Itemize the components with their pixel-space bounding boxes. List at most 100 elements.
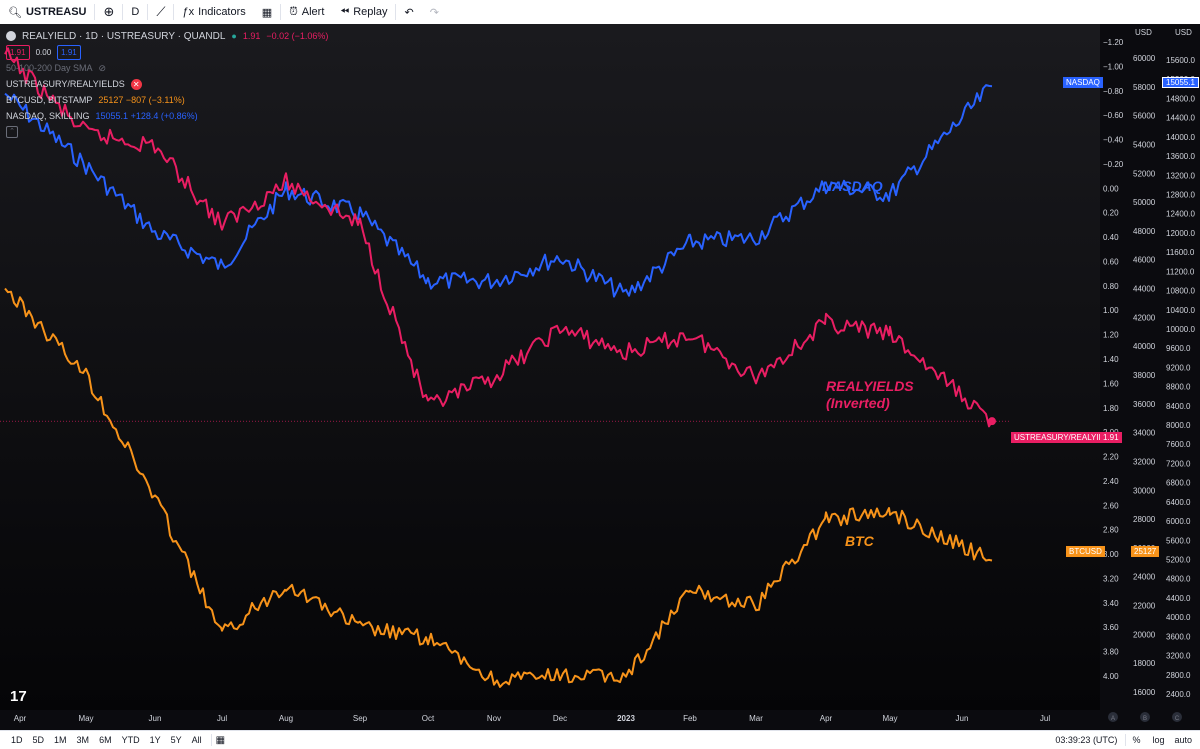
clock-label[interactable]: 03:39:23 (UTC) <box>1055 735 1118 745</box>
chart-canvas[interactable]: −1.20 −1.00 −0.80 −0.60 −0.40 −0.20 0.00 0.20 0.… <box>0 24 1200 730</box>
ask-box[interactable]: 1.91 <box>57 44 81 60</box>
realyield-tick-label: 2.60 <box>1103 501 1119 510</box>
redo-button[interactable]: ↷ <box>422 0 447 24</box>
indicators-button[interactable]: ƒx Indicators <box>174 0 253 24</box>
time-tick-label: 2023 <box>617 714 635 723</box>
plus-circle-icon: ⊕ <box>103 4 115 19</box>
nasdaq-tick-label: 8000.0 <box>1166 421 1191 430</box>
nasdaq-tick-label: 14400.0 <box>1166 114 1195 123</box>
timeframe-all[interactable]: All <box>191 735 202 745</box>
btc-tick-label: 32000 <box>1133 457 1156 466</box>
chart-style-button[interactable]: ⟋ <box>148 0 173 24</box>
percent-toggle[interactable]: % <box>1132 735 1141 745</box>
realyields-series-line[interactable] <box>4 47 993 428</box>
realyield-tick-label: 0.80 <box>1103 282 1119 291</box>
timeframe-3m[interactable]: 3M <box>76 735 90 745</box>
collapse-legend-icon[interactable]: ⌃ <box>6 126 18 138</box>
btc-tick-label: 50000 <box>1133 198 1156 207</box>
series-logo-icon <box>6 31 16 41</box>
realyield-tick-label: −0.40 <box>1103 136 1124 145</box>
realyield-tick-label: 1.80 <box>1103 404 1119 413</box>
symbol-search[interactable]: 🔍︎ USTREASU <box>0 0 94 24</box>
sma-indicator-row[interactable]: 50-100-200 Day SMA ⊘ <box>6 60 328 76</box>
scale-badge-icon[interactable] <box>1108 712 1118 722</box>
overlay-label: USTREASURY/REALYIELDS <box>6 78 125 89</box>
alarm-clock-icon: ⏰︎ <box>289 5 298 18</box>
tradingview-logo: 17 <box>10 688 27 705</box>
timeframe-6m[interactable]: 6M <box>99 735 112 745</box>
interval-button[interactable]: D <box>123 0 147 24</box>
realyield-tick-label: 4.00 <box>1103 672 1119 681</box>
layouts-button[interactable]: ▦ <box>254 0 280 24</box>
nasdaq-series-line[interactable] <box>4 84 993 298</box>
realyield-tick-label: 3.20 <box>1103 574 1119 583</box>
realyield-value-tag: 1.91 <box>1100 432 1122 443</box>
btc-tick-label: 52000 <box>1133 169 1156 178</box>
timeframe-5y[interactable]: 5Y <box>170 735 182 745</box>
nasdaq-tick-label: 2400.0 <box>1166 690 1191 699</box>
main-series-row[interactable]: REALYIELD · 1D · USTREASURY · QUANDL ● 1… <box>6 28 328 44</box>
nasdaq-legend-label: NASDAQ, SKILLING <box>6 110 90 121</box>
overlay-row[interactable]: USTREASURY/REALYIELDS ✕ <box>6 76 328 92</box>
timeframe-1m[interactable]: 1M <box>54 735 67 745</box>
btc-tick-label: 38000 <box>1133 371 1156 380</box>
undo-button[interactable]: ↶ <box>396 0 421 24</box>
btc-series-line[interactable] <box>4 287 993 688</box>
time-tick-label: Sep <box>353 714 368 723</box>
timeframe-ytd[interactable]: YTD <box>121 735 140 745</box>
scale-badge-icon[interactable] <box>1172 712 1182 722</box>
compare-button[interactable]: ⊕ <box>95 0 122 24</box>
eye-hidden-icon[interactable]: ⊘ <box>98 62 107 73</box>
realyield-tick-label: 0.60 <box>1103 257 1119 266</box>
nasdaq-tick-label: 7200.0 <box>1166 459 1191 468</box>
realyield-tick-label: 2.40 <box>1103 477 1119 486</box>
nasdaq-legend-row[interactable]: NASDAQ, SKILLING 15055.1 +128.4 (+0.86%) <box>6 108 328 124</box>
scale-badge-label: B <box>1143 716 1147 722</box>
timeframe-1y[interactable]: 1Y <box>149 735 161 745</box>
time-tick-label: Apr <box>14 714 27 723</box>
timeframe-1d[interactable]: 1D <box>11 735 23 745</box>
btc-tick-label: 34000 <box>1133 429 1156 438</box>
realyield-tick-label: −0.80 <box>1103 87 1124 96</box>
log-toggle[interactable]: log <box>1152 735 1165 745</box>
chart-pane[interactable]: −1.20 −1.00 −0.80 −0.60 −0.40 −0.20 0.00 0.20 0.… <box>0 24 1200 730</box>
remove-overlay-icon[interactable]: ✕ <box>130 78 142 90</box>
divider <box>94 4 96 20</box>
realyield-tick-label: 3.00 <box>1103 550 1119 559</box>
currency-label-usd-2: USD <box>1175 28 1192 37</box>
grid-icon: ▦ <box>261 6 273 19</box>
time-tick-label: Jun <box>149 714 162 723</box>
realyield-tick-label: −0.60 <box>1103 111 1124 120</box>
price-axis-background <box>1100 24 1200 730</box>
nasdaq-tick-label: 6400.0 <box>1166 498 1191 507</box>
bid-box[interactable]: 1.91 <box>6 44 30 60</box>
divider <box>173 4 175 20</box>
realyield-tick-label: 3.60 <box>1103 623 1119 632</box>
realyield-tick-label: 1.00 <box>1103 306 1119 315</box>
timeframe-5d[interactable]: 5D <box>32 735 45 745</box>
replay-button[interactable]: ⏪︎ Replay <box>332 0 395 24</box>
auto-toggle[interactable]: auto <box>1174 735 1192 745</box>
nasdaq-legend-value: 15055.1 +128.4 (+0.86%) <box>95 110 198 121</box>
plot-background <box>0 24 1100 710</box>
time-tick-label: Jun <box>956 714 969 723</box>
date-range-icon[interactable]: ▦ <box>215 734 226 746</box>
market-status-icon: ● <box>231 30 237 41</box>
btc-legend-row[interactable]: BTCUSD, BITSTAMP 25127 −807 (−3.11%) <box>6 92 328 108</box>
btc-tick-label: 16000 <box>1133 688 1156 697</box>
indicators-label: Indicators <box>198 6 246 18</box>
nasdaq-tick-label: 7600.0 <box>1166 440 1191 449</box>
nasdaq-tick-label: 9600.0 <box>1166 344 1191 353</box>
spread-value: 0.00 <box>35 47 52 57</box>
btc-annotation: BTC <box>845 533 875 549</box>
time-tick-label: May <box>882 714 897 723</box>
btc-tick-label: 60000 <box>1133 54 1156 63</box>
sma-label: 50-100-200 Day SMA <box>6 62 93 73</box>
divider <box>280 4 282 20</box>
time-tick-label: Feb <box>683 714 697 723</box>
nasdaq-tick-label: 6000.0 <box>1166 517 1191 526</box>
nasdaq-name-tag: NASDAQ <box>1063 77 1103 88</box>
alert-button[interactable]: ⏰︎ Alert <box>281 0 332 24</box>
svg-text:17: 17 <box>10 688 27 705</box>
scale-badge-icon[interactable] <box>1140 712 1150 722</box>
